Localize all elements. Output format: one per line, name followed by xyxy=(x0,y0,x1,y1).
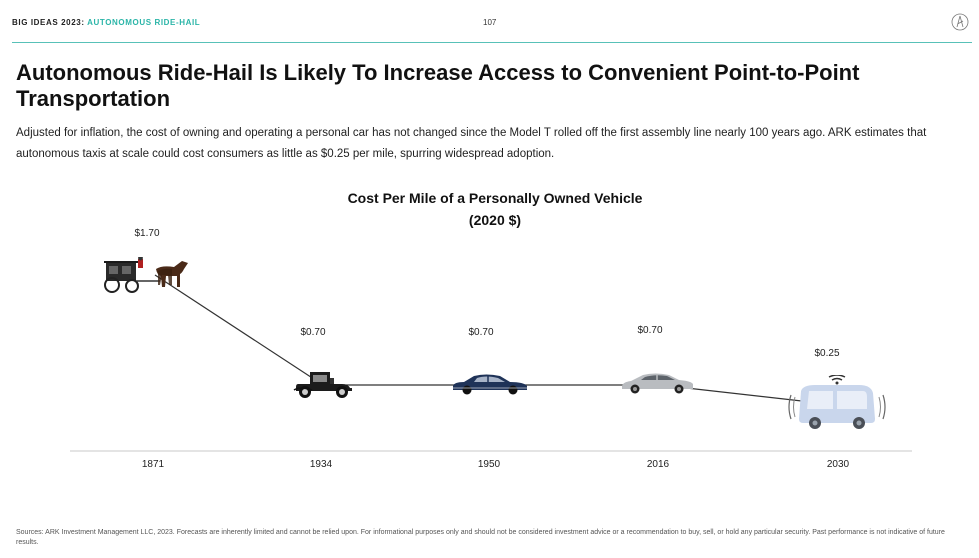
chart-title: Cost Per Mile of a Personally Owned Vehi… xyxy=(347,190,643,206)
data-label-1871: $1.70 xyxy=(134,228,159,239)
x-tick-label-1871: 1871 xyxy=(142,459,165,470)
series-line-segment-0 xyxy=(154,274,324,386)
section-label: AUTONOMOUS RIDE-HAIL xyxy=(87,18,201,27)
model-t-icon xyxy=(293,371,353,398)
page-title: Autonomous Ride-Hail Is Likely To Increa… xyxy=(16,60,860,111)
brand-label: BIG IDEAS 2023: xyxy=(12,18,85,27)
chart-title-block: Cost Per Mile of a Personally Owned Vehi… xyxy=(280,187,710,231)
data-label-2016: $0.70 xyxy=(637,325,662,336)
modern-sedan-icon xyxy=(621,372,694,395)
x-tick-label-1934: 1934 xyxy=(310,459,333,470)
header-bar: BIG IDEAS 2023: AUTONOMOUS RIDE-HAIL xyxy=(12,18,200,27)
page-subtitle: Adjusted for inflation, the cost of owni… xyxy=(16,127,927,160)
page-number: 107 xyxy=(483,18,497,27)
ark-logo-icon xyxy=(951,13,969,31)
data-label-1950: $0.70 xyxy=(468,327,493,338)
horse-carriage-icon xyxy=(103,257,189,293)
chart-subtitle: (2020 $) xyxy=(468,212,522,228)
data-label-2030: $0.25 xyxy=(814,348,839,359)
x-tick-label-2016: 2016 xyxy=(647,459,670,470)
footer-disclaimer: Sources: ARK Investment Management LLC, … xyxy=(16,529,945,546)
robotaxi-icon xyxy=(788,375,886,430)
sedan-1950-icon xyxy=(452,373,528,396)
x-tick-label-1950: 1950 xyxy=(478,459,501,470)
header-divider xyxy=(12,42,972,43)
data-label-1934: $0.70 xyxy=(300,327,325,338)
x-tick-label-2030: 2030 xyxy=(827,459,850,470)
